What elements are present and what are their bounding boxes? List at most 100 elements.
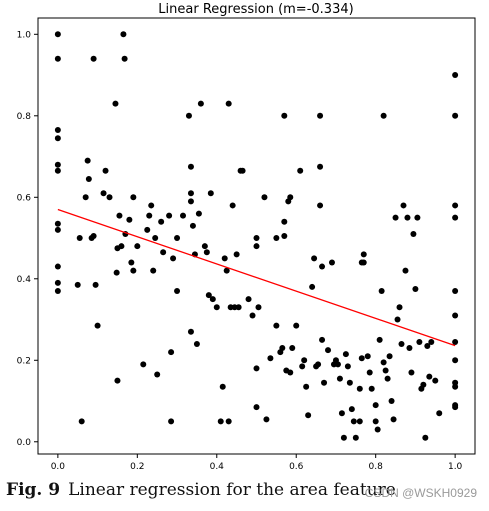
data-point bbox=[428, 338, 435, 345]
data-point bbox=[187, 328, 194, 335]
data-point bbox=[342, 351, 349, 358]
data-point bbox=[235, 304, 242, 311]
data-point bbox=[388, 398, 395, 405]
data-point bbox=[128, 259, 135, 266]
data-point bbox=[452, 357, 459, 364]
watermark: CSDN @WSKH0929 bbox=[364, 486, 477, 500]
data-point bbox=[404, 214, 411, 221]
data-point bbox=[217, 418, 224, 425]
data-point bbox=[414, 214, 421, 221]
data-point bbox=[126, 216, 133, 223]
data-point bbox=[344, 363, 351, 370]
data-point bbox=[366, 369, 373, 376]
data-point bbox=[392, 214, 399, 221]
data-point bbox=[334, 361, 341, 368]
data-point bbox=[412, 285, 419, 292]
data-point bbox=[54, 135, 61, 142]
data-point bbox=[185, 112, 192, 119]
data-point bbox=[166, 212, 173, 219]
data-point bbox=[106, 194, 113, 201]
data-point bbox=[225, 100, 232, 107]
caption-label: Fig. 9 bbox=[6, 480, 61, 500]
data-point bbox=[305, 412, 312, 419]
data-point bbox=[189, 222, 196, 229]
data-point bbox=[94, 322, 101, 329]
data-point bbox=[92, 281, 99, 288]
data-point bbox=[140, 361, 147, 368]
data-point bbox=[452, 288, 459, 295]
data-point bbox=[281, 233, 288, 239]
data-point bbox=[112, 100, 119, 107]
data-point bbox=[281, 112, 288, 119]
data-point bbox=[195, 210, 202, 217]
data-point bbox=[197, 100, 204, 107]
data-point bbox=[328, 259, 335, 266]
data-point bbox=[452, 112, 459, 119]
data-point bbox=[380, 359, 387, 366]
data-point bbox=[299, 363, 306, 370]
plot-frame bbox=[37, 17, 476, 455]
data-point bbox=[303, 383, 310, 390]
data-point bbox=[118, 243, 125, 250]
data-point bbox=[225, 418, 232, 425]
data-point bbox=[297, 167, 304, 174]
data-point bbox=[382, 367, 389, 374]
data-point bbox=[436, 410, 443, 417]
data-point bbox=[82, 194, 89, 201]
data-point bbox=[187, 190, 194, 197]
regression-line bbox=[57, 208, 456, 347]
data-point bbox=[360, 259, 367, 266]
data-point bbox=[245, 296, 252, 303]
data-point bbox=[293, 322, 300, 329]
data-point bbox=[321, 379, 328, 386]
data-point bbox=[317, 112, 324, 119]
data-point bbox=[348, 406, 355, 413]
data-point bbox=[317, 163, 324, 170]
data-point bbox=[134, 243, 141, 250]
data-point bbox=[150, 267, 157, 274]
data-point bbox=[374, 426, 381, 433]
data-point bbox=[54, 220, 61, 227]
data-point bbox=[78, 418, 85, 425]
data-point bbox=[187, 198, 194, 205]
data-point bbox=[289, 345, 296, 352]
data-point bbox=[174, 288, 181, 295]
data-point bbox=[311, 255, 318, 262]
data-point bbox=[253, 365, 260, 372]
data-point bbox=[452, 214, 459, 221]
y-tick-label: 0.8 bbox=[17, 112, 32, 122]
data-point bbox=[130, 267, 137, 274]
data-point bbox=[187, 163, 194, 170]
data-point bbox=[346, 379, 353, 386]
data-point bbox=[422, 434, 429, 441]
data-point bbox=[420, 381, 427, 388]
data-point bbox=[174, 235, 181, 242]
data-point bbox=[325, 347, 332, 354]
data-point bbox=[452, 312, 459, 319]
y-tick-label: 0.6 bbox=[17, 193, 32, 203]
data-point bbox=[372, 418, 379, 425]
data-point bbox=[340, 434, 347, 441]
data-point bbox=[287, 194, 294, 201]
x-axis: 0.0 0.2 0.4 0.6 0.8 1.0 bbox=[51, 454, 463, 472]
figure-caption: Fig. 9 Linear regression for the area fea… bbox=[6, 480, 476, 500]
data-point bbox=[168, 418, 175, 425]
data-point bbox=[85, 175, 92, 182]
data-point bbox=[452, 404, 459, 411]
data-point bbox=[209, 296, 216, 303]
data-point bbox=[54, 31, 61, 38]
data-point bbox=[90, 233, 97, 239]
data-point bbox=[144, 226, 151, 233]
data-point bbox=[223, 267, 230, 274]
data-point bbox=[309, 283, 316, 290]
data-point bbox=[408, 369, 415, 376]
data-point bbox=[350, 418, 357, 425]
data-point bbox=[54, 161, 61, 168]
data-point bbox=[452, 383, 459, 390]
data-point bbox=[360, 251, 367, 258]
scatter-plot: Linear Regression (m=-0.334) 0.0 0.2 0.4 0.… bbox=[17, 2, 476, 472]
data-point bbox=[205, 292, 212, 299]
data-point bbox=[120, 31, 127, 38]
data-point bbox=[100, 190, 107, 197]
data-point bbox=[255, 304, 262, 311]
